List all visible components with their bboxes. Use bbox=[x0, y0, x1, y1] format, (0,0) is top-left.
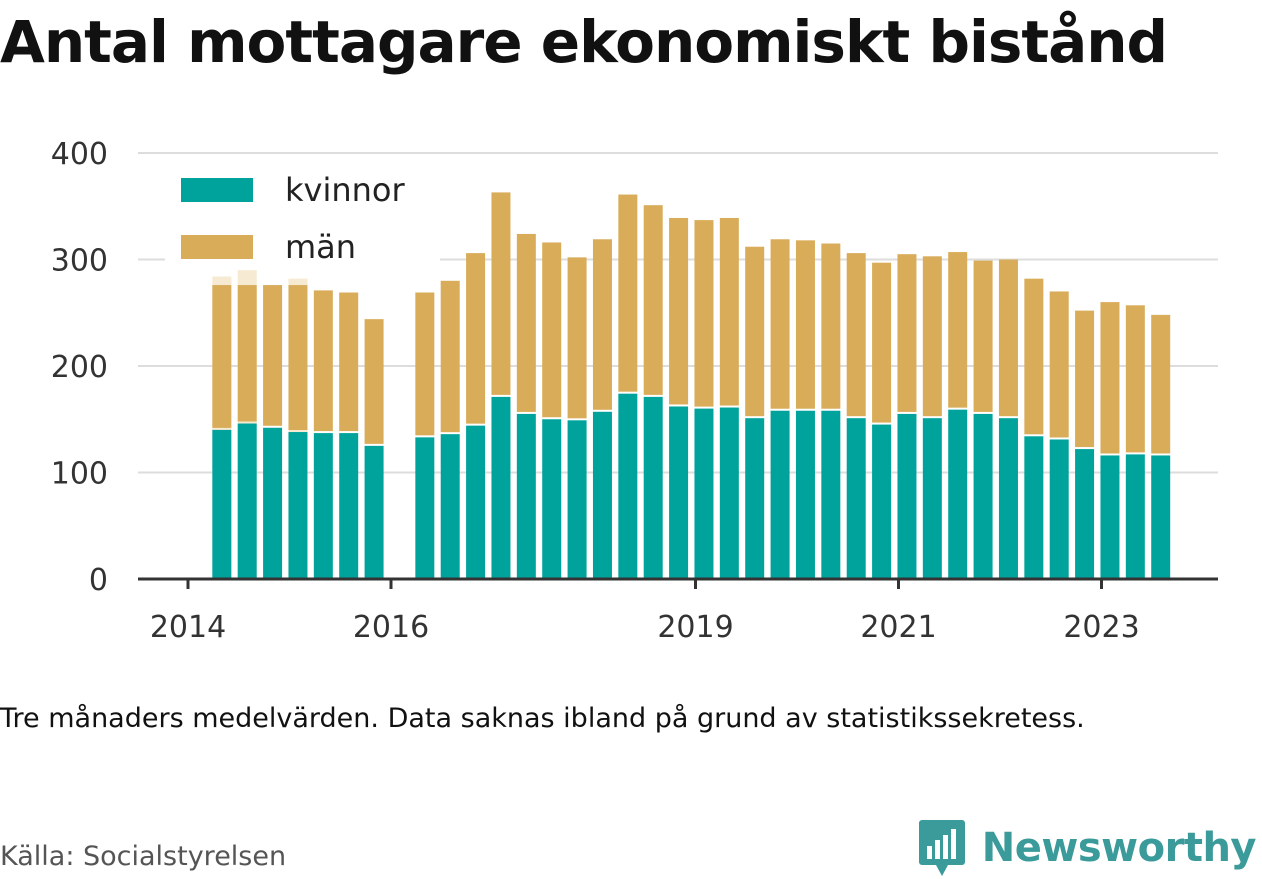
bar-kvinnor bbox=[237, 423, 257, 579]
bar-man bbox=[1075, 310, 1095, 448]
bar-man bbox=[1151, 314, 1171, 454]
bar-kvinnor bbox=[415, 437, 435, 579]
bar-kvinnor bbox=[288, 432, 308, 579]
bar-kvinnor bbox=[364, 445, 384, 579]
bar-man bbox=[872, 262, 892, 423]
bar-kvinnor bbox=[770, 410, 790, 579]
bar-man bbox=[897, 254, 917, 412]
x-tick-label: 2023 bbox=[1063, 610, 1139, 645]
bar-kvinnor bbox=[212, 429, 232, 579]
x-tick-label: 2019 bbox=[657, 610, 733, 645]
y-tick-label: 100 bbox=[51, 457, 108, 492]
bar-kvinnor bbox=[1100, 455, 1120, 579]
bar-man bbox=[643, 205, 663, 395]
bar-man bbox=[694, 220, 714, 407]
y-tick-label: 300 bbox=[51, 244, 108, 279]
bar-man bbox=[1100, 302, 1120, 454]
bar-kvinnor bbox=[1125, 454, 1145, 579]
bar-man bbox=[821, 243, 841, 409]
bar-kvinnor bbox=[897, 413, 917, 579]
bar-man bbox=[364, 319, 384, 444]
y-tick-label: 200 bbox=[51, 350, 108, 385]
bar-kvinnor bbox=[339, 433, 359, 579]
bar-kvinnor bbox=[872, 424, 892, 579]
bar-man bbox=[212, 285, 232, 428]
bar-kvinnor bbox=[1049, 439, 1069, 579]
legend-label: män bbox=[285, 228, 356, 266]
bar-kvinnor bbox=[263, 427, 283, 579]
chart-note: Tre månaders medelvärden. Data saknas ib… bbox=[0, 703, 1085, 734]
bar-kvinnor bbox=[1024, 436, 1044, 579]
x-tick-label: 2021 bbox=[860, 610, 936, 645]
bar-man bbox=[491, 192, 511, 395]
bar-man bbox=[922, 256, 942, 417]
bar-kvinnor bbox=[567, 420, 587, 579]
bar-kvinnor bbox=[694, 408, 714, 579]
legend-swatch bbox=[181, 178, 253, 202]
x-tick-label: 2016 bbox=[353, 610, 429, 645]
newsworthy-brand[interactable]: Newsworthy bbox=[918, 818, 1257, 878]
bar-man bbox=[719, 217, 739, 406]
legend-label: kvinnor bbox=[285, 171, 406, 209]
bar-man bbox=[745, 246, 765, 417]
bar-man bbox=[288, 285, 308, 431]
bar-man bbox=[618, 194, 638, 392]
bar-kvinnor bbox=[542, 419, 562, 579]
bar-kvinnor bbox=[669, 406, 689, 579]
bar-man bbox=[237, 285, 257, 422]
bar-man bbox=[1125, 305, 1145, 453]
bar-kvinnor bbox=[440, 434, 460, 579]
bar-kvinnor bbox=[922, 418, 942, 579]
bar-kvinnor bbox=[821, 410, 841, 579]
bar-man bbox=[339, 292, 359, 432]
bar-kvinnor bbox=[516, 413, 536, 579]
bar-kvinnor bbox=[313, 433, 333, 579]
bar-kvinnor bbox=[846, 418, 866, 579]
bar-kvinnor bbox=[719, 407, 739, 579]
bar-man bbox=[567, 257, 587, 419]
brand-name: Newsworthy bbox=[981, 825, 1257, 871]
bar-kvinnor bbox=[795, 410, 815, 579]
bar-kvinnor bbox=[973, 413, 993, 579]
bar-man bbox=[263, 285, 283, 426]
bar-man bbox=[440, 280, 460, 433]
stacked-bar-chart: 0 100 200 300 400 2014 2016 2019 2021 2023 kvinno… bbox=[51, 137, 1218, 645]
bar-man bbox=[516, 233, 536, 412]
bar-man bbox=[948, 252, 968, 408]
bar-man bbox=[1024, 278, 1044, 435]
bar-man bbox=[592, 239, 612, 410]
source-label: Källa: Socialstyrelsen bbox=[0, 841, 287, 872]
bar-man bbox=[313, 290, 333, 432]
y-tick-label: 400 bbox=[51, 137, 108, 172]
x-tick-label: 2014 bbox=[150, 610, 226, 645]
bar-kvinnor bbox=[592, 411, 612, 579]
bar-kvinnor bbox=[1075, 449, 1095, 579]
bar-chart-speech-bubble-icon bbox=[918, 820, 965, 876]
chart-title: Antal mottagare ekonomiskt bistånd bbox=[0, 8, 1168, 76]
bar-man bbox=[998, 259, 1018, 417]
bar-kvinnor bbox=[618, 393, 638, 579]
bar-man bbox=[770, 239, 790, 409]
bar-man bbox=[669, 217, 689, 405]
bar-kvinnor bbox=[1151, 455, 1171, 579]
bar-man bbox=[795, 240, 815, 409]
bar-kvinnor bbox=[466, 425, 486, 579]
bar-man bbox=[1049, 291, 1069, 438]
bar-kvinnor bbox=[948, 409, 968, 579]
bar-kvinnor bbox=[745, 418, 765, 579]
bar-kvinnor bbox=[643, 396, 663, 579]
bar-man bbox=[542, 242, 562, 418]
bar-man bbox=[415, 292, 435, 436]
bar-man bbox=[846, 253, 866, 417]
legend-swatch bbox=[181, 235, 253, 259]
y-tick-label: 0 bbox=[89, 563, 108, 598]
bar-man bbox=[973, 260, 993, 412]
bar-man bbox=[466, 253, 486, 424]
bar-kvinnor bbox=[491, 396, 511, 579]
bar-kvinnor bbox=[998, 418, 1018, 579]
